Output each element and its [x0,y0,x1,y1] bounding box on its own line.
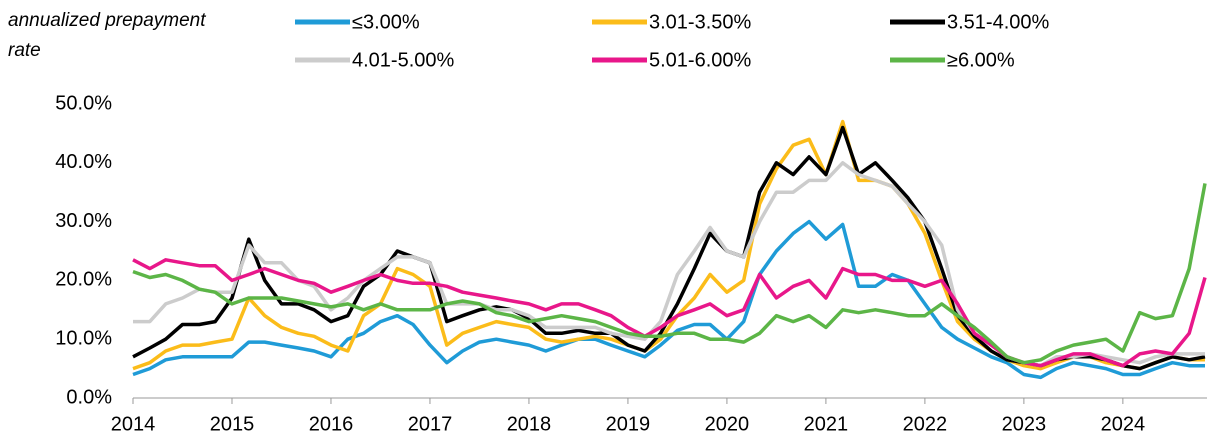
series-line [132,183,1207,365]
legend-label: 3.51-4.00% [947,11,1050,33]
series-line [132,219,1205,380]
x-tick-label: 2014 [111,413,156,435]
y-tick-label: 30.0% [55,210,112,232]
y-tick-label: 0.0% [66,386,112,408]
x-tick-label: 2022 [903,413,948,435]
y-tick-label: 20.0% [55,269,112,291]
y-axis-label: annualized prepayment rate [8,10,206,61]
legend-label: 3.01-3.50% [649,11,752,33]
x-tick-label: 2020 [705,413,750,435]
x-tick-label: 2018 [507,413,552,435]
x-tick-label: 2024 [1101,413,1146,435]
legend-label: ≤3.00% [352,11,420,33]
x-tick-label: 2016 [309,413,354,435]
x-tick-label: 2015 [210,413,255,435]
x-tick-label: 2017 [408,413,453,435]
x-tick-label: 2019 [606,413,651,435]
y-tick-label: 50.0% [55,92,112,114]
legend-label: 5.01-6.00% [649,49,752,71]
legend-label: 4.01-5.00% [352,49,455,71]
series-line [132,119,1205,371]
legend-label: ≥6.00% [947,49,1015,71]
x-tick-label: 2021 [804,413,849,435]
x-tick-label: 2023 [1002,413,1047,435]
y-tick-label: 40.0% [55,151,112,173]
y-tick-label: 10.0% [55,327,112,349]
